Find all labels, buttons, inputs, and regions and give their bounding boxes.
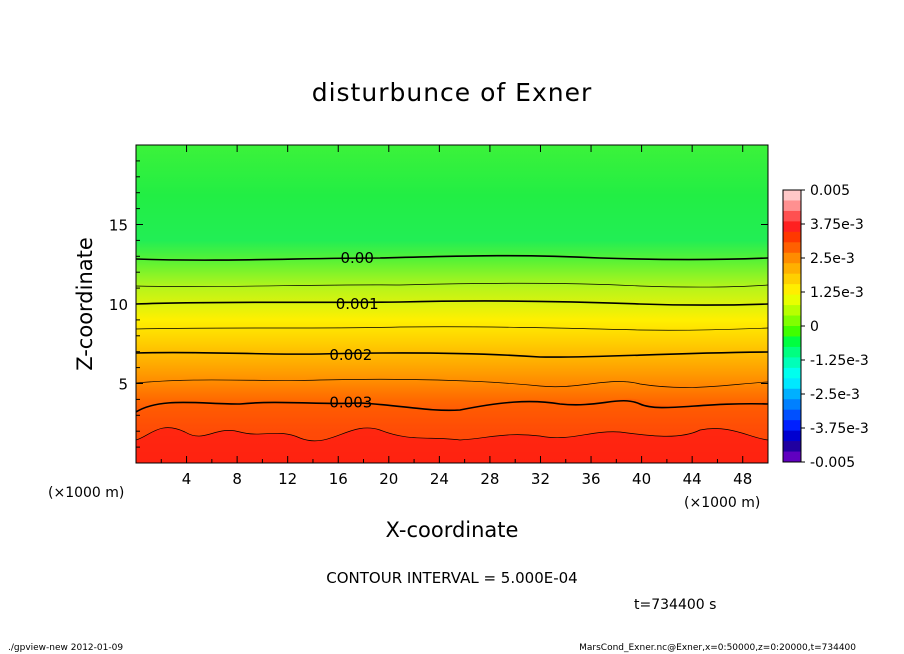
chart-title: disturbunce of Exner [312,78,593,107]
colorbar: 0.005 3.75e-3 2.5e-3 1.25e-3 0 -1.25e-3 -2.5e-… [782,183,869,471]
colorbar-swatch [783,326,801,337]
colorbar-swatch [783,273,801,285]
colorbar-swatch [783,294,801,306]
x-tick-label: 12 [278,470,297,488]
x-axis-unit: (×1000 m) [684,495,760,511]
x-tick-label: 36 [581,470,600,488]
colorbar-swatch [783,388,801,400]
colorbar-swatch [783,336,801,348]
y-tick-label: 5 [118,376,128,394]
colorbar-label: -0.005 [810,455,855,471]
x-tick-label: 20 [379,470,398,488]
colorbar-label: 0.005 [810,183,850,199]
contour-0.0010 [136,300,768,306]
x-axis-label: X-coordinate [386,518,519,542]
colorbar-swatch [783,200,801,212]
colorbar-label: 1.25e-3 [810,285,864,301]
colorbar-swatch [783,231,801,243]
y-axis-unit: (×1000 m) [48,485,124,501]
colorbar-swatch [783,367,801,379]
colorbar-swatch [783,263,801,275]
footer-left: ./gpview-new 2012-01-09 [8,643,123,653]
x-tick-label: 40 [632,470,651,488]
colorbar-swatch [783,399,801,411]
contour-0.0030 [136,399,768,413]
colorbar-label: -2.5e-3 [810,387,860,403]
plot-area: 0.00 0.001 0.002 0.003 [136,145,768,463]
x-axis: 4 8 12 16 20 24 28 32 36 40 44 48 [160,145,752,488]
y-tick-label: 15 [109,217,128,235]
x-tick-label: 32 [531,470,550,488]
contour-0.0035 [136,427,768,442]
contour-labels: 0.00 0.001 0.002 0.003 [329,249,379,412]
contour-interval-text: CONTOUR INTERVAL = 5.000E-04 [326,569,577,587]
contour-0.0005 [136,282,768,288]
colorbar-swatch [783,357,801,369]
colorbar-swatch [783,346,801,358]
contour-lines [136,254,768,442]
y-axis-label: Z-coordinate [73,237,97,371]
time-stamp: t=734400 s [634,597,716,613]
x-tick-label: 48 [733,470,752,488]
colorbar-swatch [783,409,801,421]
contour-label: 0.003 [329,394,372,412]
contour-label: 0.002 [329,346,372,364]
contour-0.0025 [136,378,768,388]
x-tick-label: 8 [232,470,242,488]
colorbar-swatch [783,284,801,296]
colorbar-label: -3.75e-3 [810,421,869,437]
colorbar-swatch [783,378,801,390]
colorbar-swatch [783,430,801,442]
x-tick-label: 4 [182,470,192,488]
contour-0.0015 [136,326,768,331]
contour-0.0000 [136,254,768,261]
y-axis: 5 10 15 [109,160,768,448]
colorbar-label: 2.5e-3 [810,251,855,267]
x-tick-label: 24 [430,470,449,488]
colorbar-swatch [783,190,801,201]
x-tick-label: 44 [683,470,702,488]
footer-right: MarsCond_Exner.nc@Exner,x=0:50000,z=0:20… [579,643,856,653]
contour-label: 0.00 [340,249,373,267]
colorbar-swatch [783,221,801,233]
colorbar-swatch [783,210,801,222]
colorbar-swatch [783,451,801,463]
colorbar-label: 0 [810,319,819,335]
colorbar-label: 3.75e-3 [810,217,864,233]
contour-0.0020 [136,351,768,358]
colorbar-swatch [783,420,801,432]
x-tick-label: 16 [329,470,348,488]
y-tick-label: 10 [109,296,128,314]
colorbar-swatch [783,441,801,453]
mid-value-band [136,398,768,441]
colorbar-swatch [783,305,801,317]
contour-label: 0.001 [336,295,379,313]
colorbar-swatch [783,252,801,264]
colorbar-swatch [783,242,801,254]
colorbar-swatch [783,315,801,327]
colorbar-label: -1.25e-3 [810,353,869,369]
x-tick-label: 28 [480,470,499,488]
high-value-blob [136,427,768,463]
